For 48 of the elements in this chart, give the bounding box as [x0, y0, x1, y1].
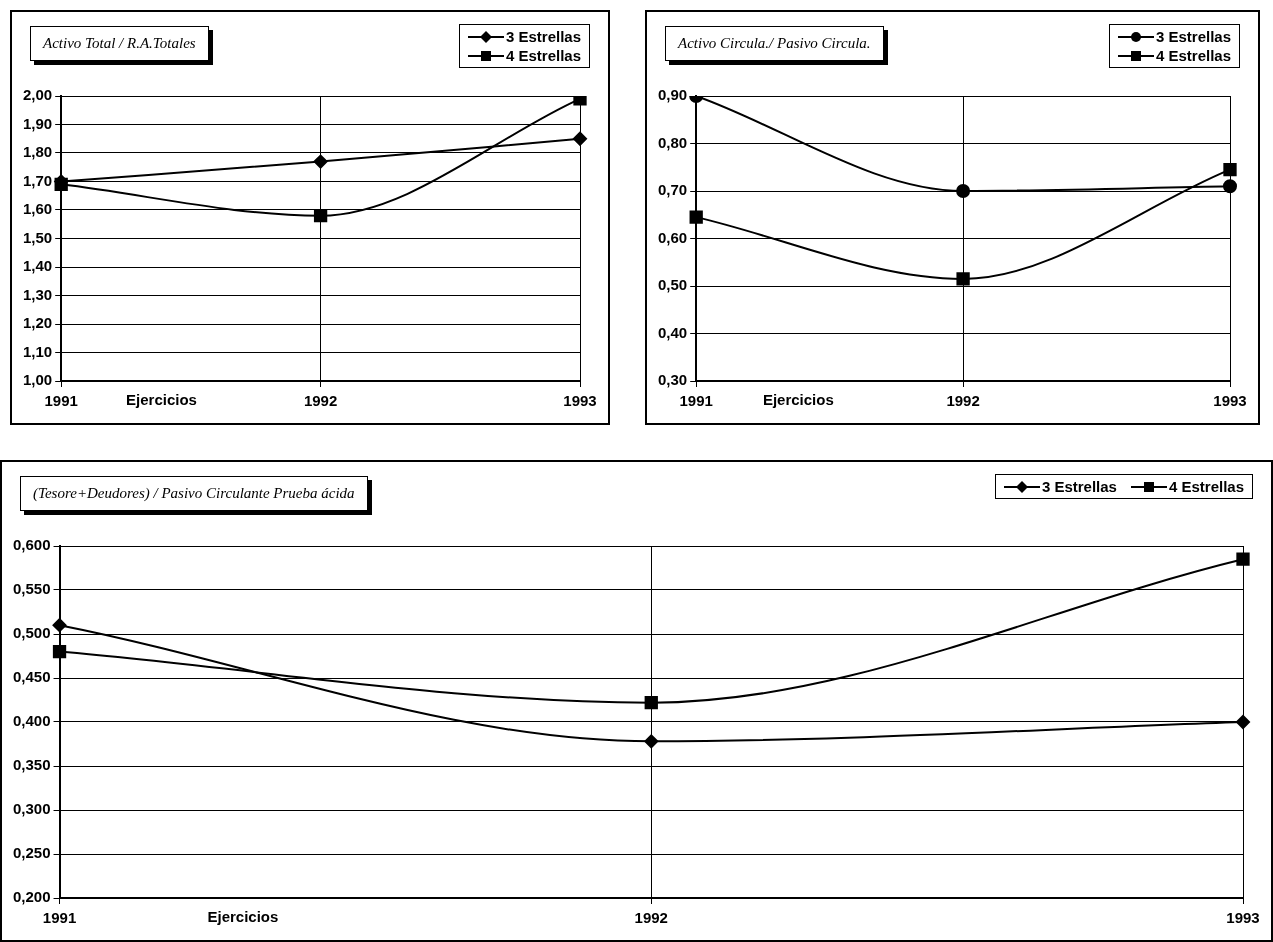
y-tick-label: 1,30 — [22, 285, 53, 303]
x-tick-label: 1992 — [946, 392, 980, 410]
y-tick-label: 1,40 — [22, 257, 53, 275]
y-tick-label: 0,400 — [12, 712, 51, 730]
legend-label: 4 Estrellas — [1155, 47, 1231, 64]
y-tick-label: 0,550 — [12, 580, 51, 598]
y-tick-label: 1,50 — [22, 228, 53, 246]
y-tick-label: 0,30 — [657, 371, 688, 389]
x-tick-label: 1991 — [42, 909, 77, 927]
y-tick-label: 0,70 — [657, 181, 688, 199]
legend-label: 4 Estrellas — [1168, 478, 1244, 495]
x-tick-label: 1993 — [1213, 392, 1247, 410]
y-tick-label: 0,40 — [657, 323, 688, 341]
y-tick-label: 0,80 — [657, 133, 688, 151]
y-tick-label: 0,90 — [657, 86, 688, 104]
y-tick-label: 1,20 — [22, 314, 53, 332]
y-tick-label: 0,60 — [657, 228, 688, 246]
legend-label: 3 Estrellas — [1155, 28, 1231, 45]
y-tick-label: 0,500 — [12, 624, 51, 642]
x-tick-label: 1991 — [44, 392, 78, 410]
legend-label: 3 Estrellas — [505, 28, 581, 45]
legend-label: 3 Estrellas — [1041, 478, 1117, 495]
x-axis-title: Ejercicios — [126, 390, 197, 408]
y-tick-label: 0,250 — [12, 844, 51, 862]
x-tick-label: 1992 — [634, 909, 668, 927]
y-tick-label: 1,90 — [22, 114, 53, 132]
x-tick-label: 1991 — [679, 392, 713, 410]
y-tick-label: 0,600 — [12, 536, 51, 554]
legend-label: 4 Estrellas — [505, 47, 581, 64]
y-tick-label: 0,300 — [12, 800, 51, 818]
y-tick-label: 1,70 — [22, 171, 53, 189]
y-tick-label: 0,50 — [657, 276, 688, 294]
chart-title: Activo Circula./ Pasivo Circula. — [665, 26, 884, 61]
x-tick-label: 1993 — [563, 392, 597, 410]
y-tick-label: 0,350 — [12, 756, 51, 774]
y-tick-label: 1,00 — [22, 371, 53, 389]
y-tick-label: 1,60 — [22, 200, 53, 218]
y-tick-label: 1,80 — [22, 143, 53, 161]
x-tick-label: 1992 — [303, 392, 338, 410]
y-tick-label: 1,10 — [22, 342, 53, 360]
x-axis-title: Ejercicios — [762, 390, 834, 408]
chart-title: (Tesore+Deudores) / Pasivo Circulante Prueba ácida — [20, 476, 368, 511]
x-axis-title: Ejercicios — [207, 907, 279, 925]
y-tick-label: 2,00 — [22, 86, 53, 104]
chart-title: Activo Total / R.A.Totales — [30, 26, 209, 61]
y-tick-label: 0,450 — [12, 668, 51, 686]
y-tick-label: 0,200 — [12, 888, 51, 906]
x-tick-label: 1993 — [1226, 909, 1260, 927]
